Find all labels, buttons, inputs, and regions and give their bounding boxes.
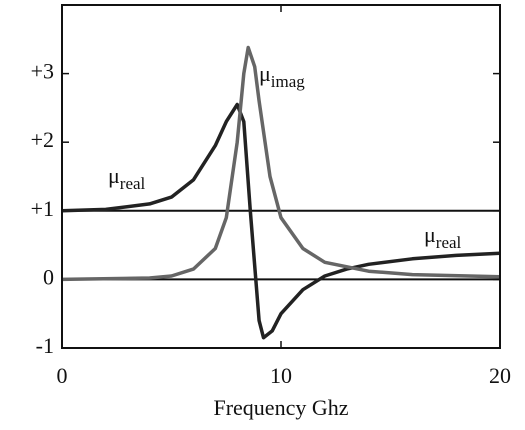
x-tick-label: 20: [489, 363, 511, 388]
annotation-subscript: real: [120, 174, 146, 193]
annotation-subscript: real: [436, 233, 462, 252]
annotation-symbol: μ: [108, 163, 120, 188]
series-line: [61, 102, 501, 340]
series-line: [61, 45, 501, 282]
y-tick-label: 0: [43, 264, 54, 289]
annotation-subscript: imag: [271, 72, 305, 91]
y-tick-label: +1: [31, 196, 54, 221]
x-tick-label: 10: [270, 363, 292, 388]
annotation-symbol: μ: [259, 61, 271, 86]
x-tick-label: 0: [57, 363, 68, 388]
x-axis-label: Frequency Ghz: [213, 395, 348, 420]
annotation: μreal: [108, 163, 146, 193]
annotation: μreal: [424, 222, 462, 252]
annotation-symbol: μ: [424, 222, 436, 247]
plot-frame: [61, 4, 501, 349]
annotation: μimag: [259, 61, 305, 91]
y-tick-label: +3: [31, 59, 54, 84]
y-tick-label: +2: [31, 127, 54, 152]
y-tick-label: -1: [36, 333, 54, 358]
